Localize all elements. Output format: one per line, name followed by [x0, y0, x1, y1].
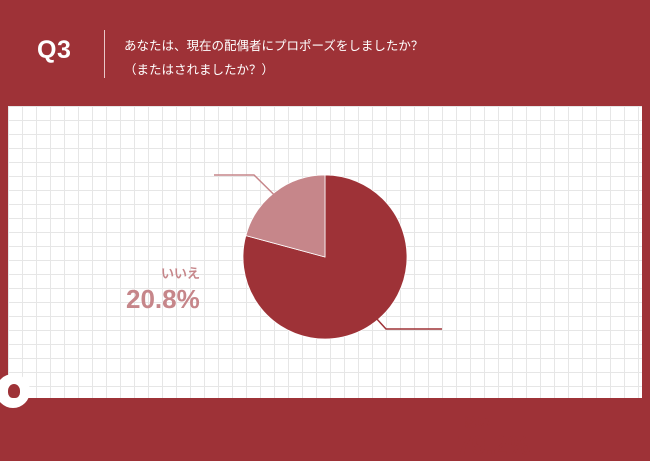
slice-value-no: 20.8%: [126, 284, 200, 314]
slice-label-no: いいえ: [161, 267, 201, 282]
brand-logo-icon: [0, 374, 30, 408]
pie-slice-no: [245, 174, 326, 258]
slice-label-yes: はい: [464, 416, 491, 431]
question-text: あなたは、現在の配偶者にプロポーズをしましたか？: [124, 38, 424, 53]
question-number: Q3: [37, 36, 72, 64]
pie-chart: [214, 174, 442, 340]
leader-line-yes: [369, 310, 442, 330]
header-bar: Q3 あなたは、現在の配偶者にプロポーズをしましたか？ （またはされましたか？）: [0, 0, 650, 106]
header-divider: [104, 30, 105, 78]
leader-line-no: [214, 174, 288, 209]
chart-panel: いいえ 20.8% はい 79.2%: [8, 106, 642, 460]
question-subtext: （またはされましたか？）: [124, 62, 275, 77]
pie-slice-yes: [242, 174, 408, 340]
logo-mark: [8, 384, 20, 398]
slice-value-yes: 79.2%: [457, 430, 531, 460]
